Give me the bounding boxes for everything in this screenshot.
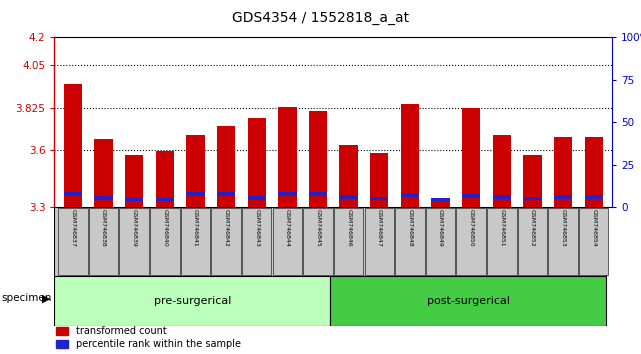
Bar — [493, 195, 511, 199]
Bar — [523, 197, 542, 200]
Bar — [554, 137, 572, 207]
Text: GSM746854: GSM746854 — [591, 209, 596, 247]
Bar — [187, 135, 204, 207]
Text: GSM746850: GSM746850 — [469, 209, 474, 247]
Bar — [156, 198, 174, 201]
Text: GSM746853: GSM746853 — [561, 209, 565, 247]
Bar — [94, 139, 113, 207]
Text: specimen: specimen — [1, 293, 52, 303]
Bar — [462, 194, 480, 198]
Bar — [125, 198, 144, 201]
Text: GSM746845: GSM746845 — [315, 209, 320, 247]
Text: GSM746840: GSM746840 — [162, 209, 167, 247]
Bar — [309, 111, 327, 207]
Text: GSM746842: GSM746842 — [224, 209, 229, 247]
Bar — [340, 145, 358, 207]
Bar — [309, 192, 327, 196]
Text: GSM746839: GSM746839 — [131, 209, 137, 247]
Bar — [585, 137, 603, 207]
Bar — [365, 209, 394, 275]
Bar — [217, 192, 235, 196]
Text: GSM746852: GSM746852 — [530, 209, 535, 247]
Bar — [579, 209, 608, 275]
Bar — [401, 104, 419, 207]
Bar — [63, 192, 82, 196]
Bar — [181, 209, 210, 275]
Text: GSM746849: GSM746849 — [438, 209, 443, 247]
Bar — [94, 196, 113, 200]
Bar — [272, 209, 302, 275]
Bar — [426, 209, 455, 275]
Bar — [58, 209, 88, 275]
Text: GSM746844: GSM746844 — [285, 209, 290, 247]
Bar — [247, 118, 266, 207]
Text: GDS4354 / 1552818_a_at: GDS4354 / 1552818_a_at — [232, 11, 409, 25]
Text: GSM746846: GSM746846 — [346, 209, 351, 247]
Bar — [549, 209, 578, 275]
Bar — [518, 209, 547, 275]
Bar — [456, 209, 486, 275]
Text: ▶: ▶ — [42, 293, 50, 303]
Bar — [523, 155, 542, 207]
Text: GSM746848: GSM746848 — [408, 209, 412, 247]
Bar — [187, 192, 204, 196]
Bar — [303, 209, 333, 275]
Bar — [493, 135, 511, 207]
Bar — [554, 195, 572, 199]
Bar — [278, 107, 297, 207]
Bar — [63, 84, 82, 207]
Text: GSM746851: GSM746851 — [499, 209, 504, 247]
Bar — [119, 209, 149, 275]
Bar — [278, 192, 297, 196]
Bar — [585, 195, 603, 199]
Bar — [334, 209, 363, 275]
Bar — [370, 197, 388, 200]
Bar — [340, 195, 358, 199]
Bar — [156, 152, 174, 207]
Bar — [212, 209, 241, 275]
Text: GSM746837: GSM746837 — [71, 209, 76, 247]
Text: pre-surgerical: pre-surgerical — [154, 296, 231, 306]
Bar — [150, 209, 179, 275]
Bar — [54, 276, 330, 326]
Bar — [89, 209, 118, 275]
Text: GSM746838: GSM746838 — [101, 209, 106, 247]
Bar — [431, 199, 450, 207]
Text: GSM746847: GSM746847 — [377, 209, 382, 247]
Bar — [431, 198, 450, 201]
Bar — [242, 209, 271, 275]
Text: post-surgerical: post-surgerical — [427, 296, 510, 306]
Bar — [370, 153, 388, 207]
Text: GSM746843: GSM746843 — [254, 209, 259, 247]
Text: GSM746841: GSM746841 — [193, 209, 198, 247]
Bar — [330, 276, 606, 326]
Bar — [247, 196, 266, 200]
Bar — [462, 108, 480, 207]
Bar — [487, 209, 517, 275]
Bar — [217, 126, 235, 207]
Bar — [395, 209, 424, 275]
Bar — [401, 193, 419, 197]
Legend: transformed count, percentile rank within the sample: transformed count, percentile rank withi… — [56, 326, 240, 349]
Bar — [125, 155, 144, 207]
